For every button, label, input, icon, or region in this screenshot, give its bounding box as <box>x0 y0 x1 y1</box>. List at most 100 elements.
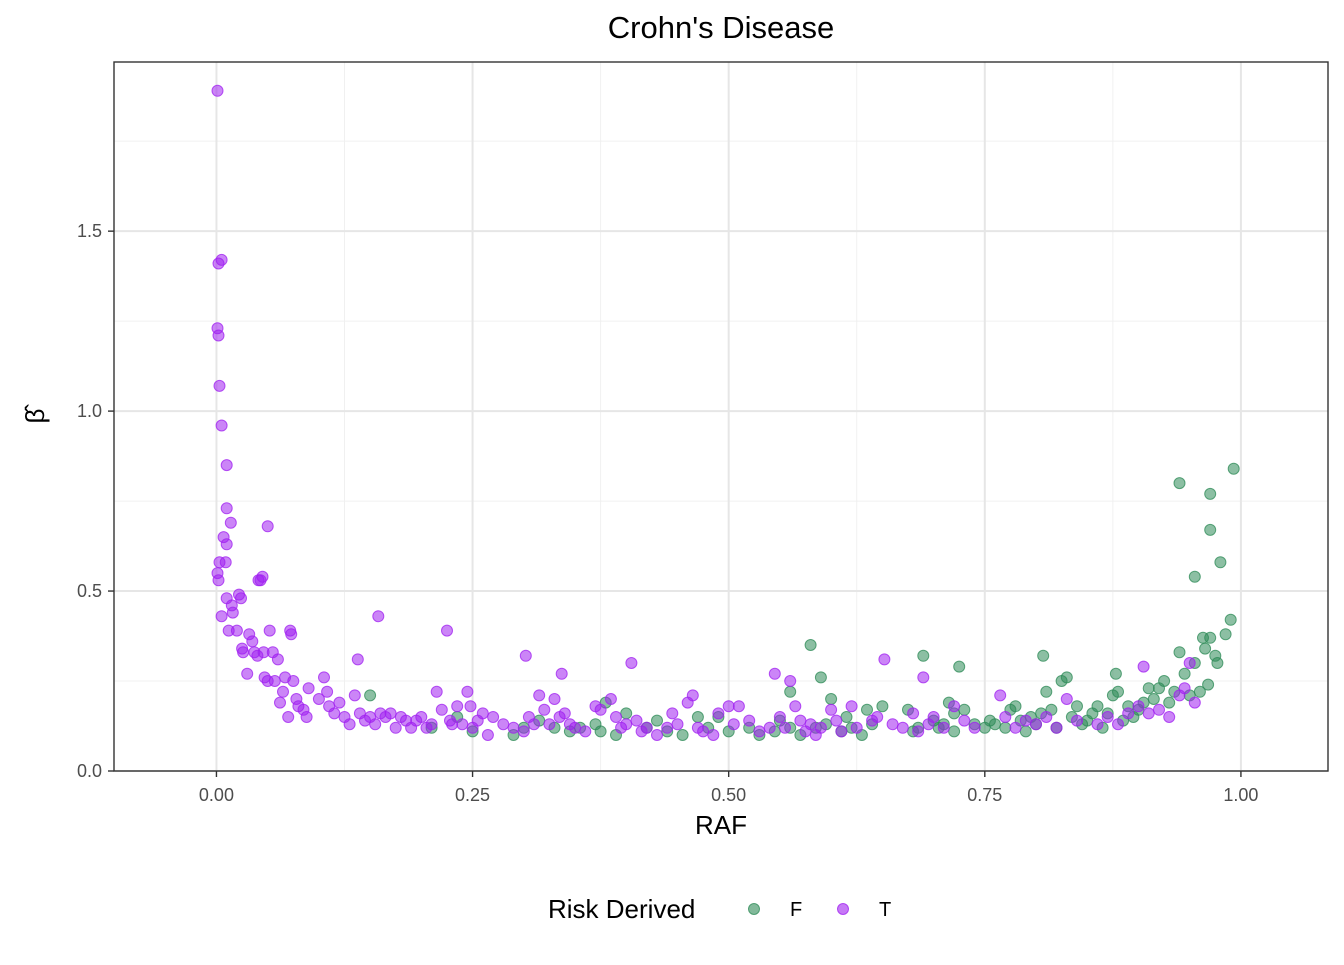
data-point-t <box>321 685 334 698</box>
data-point-f <box>1037 649 1050 662</box>
data-point-t <box>235 592 247 605</box>
data-point-t <box>213 556 226 569</box>
data-point-t <box>302 682 315 695</box>
data-point-f <box>814 671 827 684</box>
data-point-t <box>630 714 643 727</box>
data-point-t <box>224 516 237 529</box>
data-point-t <box>994 689 1007 702</box>
data-point-t <box>287 675 300 687</box>
data-point-t <box>456 718 469 731</box>
data-point-t <box>226 606 239 619</box>
data-point-f <box>1211 657 1224 669</box>
data-point-f <box>1214 556 1227 569</box>
data-point-t <box>907 707 920 720</box>
data-point-t <box>328 707 341 720</box>
y-tick-label: 1.0 <box>77 401 102 421</box>
legend-label-t: T <box>879 899 891 921</box>
data-point-t <box>268 675 281 687</box>
data-point-t <box>464 700 477 713</box>
data-point-t <box>543 718 556 731</box>
data-point-f <box>1193 685 1206 698</box>
data-point-t <box>697 725 710 738</box>
data-point-t <box>707 729 720 741</box>
plot-panel-background <box>114 62 1328 771</box>
data-point-t <box>620 718 633 731</box>
data-point-t <box>369 718 382 731</box>
data-point-t <box>804 718 817 731</box>
data-point-t <box>937 721 950 734</box>
data-point-t <box>241 667 254 680</box>
data-point-t <box>372 610 385 623</box>
data-point-t <box>507 721 520 734</box>
data-point-f <box>651 714 663 727</box>
data-point-t <box>948 700 961 713</box>
data-point-t <box>212 574 225 587</box>
data-point-t <box>789 700 802 713</box>
data-point-t <box>722 700 735 713</box>
data-point-f <box>620 707 633 720</box>
data-point-f <box>958 703 971 716</box>
data-point-t <box>430 685 443 698</box>
y-axis-title: β̂ <box>20 404 50 424</box>
data-point-t <box>538 703 551 716</box>
data-point-f <box>825 693 838 705</box>
data-point-t <box>1019 714 1032 727</box>
data-point-t <box>1112 718 1124 731</box>
data-point-t <box>274 696 286 709</box>
data-point-f <box>1040 685 1053 698</box>
data-point-t <box>886 718 899 731</box>
data-point-t <box>271 653 284 666</box>
data-point-t <box>1009 721 1022 734</box>
y-tick-label: 1.5 <box>77 221 102 241</box>
data-point-t <box>476 707 489 720</box>
data-point-f <box>948 725 961 738</box>
data-point-f <box>840 711 853 723</box>
y-tick-label: 0.0 <box>77 761 102 781</box>
data-point-t <box>671 718 684 731</box>
data-point-t <box>555 667 568 680</box>
data-point-t <box>1040 711 1053 723</box>
data-point-t <box>743 714 756 727</box>
data-point-t <box>917 671 930 684</box>
data-point-t <box>300 711 313 723</box>
data-point-t <box>625 657 638 669</box>
data-point-t <box>1183 657 1196 669</box>
data-point-t <box>558 707 571 720</box>
data-point-f <box>1009 700 1022 713</box>
legend-key-f <box>748 903 760 915</box>
data-point-f <box>1142 682 1155 695</box>
data-point-t <box>640 721 653 734</box>
legend-key-t <box>837 903 849 915</box>
data-point-t <box>569 721 581 734</box>
data-point-t <box>999 711 1012 723</box>
x-tick-label: 1.00 <box>1223 785 1258 805</box>
data-point-f <box>1158 675 1171 687</box>
data-point-t <box>425 718 438 731</box>
data-point-t <box>384 707 397 720</box>
x-tick-label: 0.25 <box>455 785 490 805</box>
data-point-t <box>1101 711 1114 723</box>
data-point-t <box>277 685 289 698</box>
legend-title: Risk Derived <box>548 894 695 924</box>
data-point-t <box>1178 682 1191 695</box>
x-tick-label: 0.50 <box>711 785 746 805</box>
data-point-t <box>1142 707 1155 720</box>
data-point-t <box>768 667 781 680</box>
data-point-t <box>451 700 464 713</box>
data-point-f <box>1188 570 1201 583</box>
data-point-t <box>333 696 346 709</box>
data-point-f <box>1112 685 1124 698</box>
data-point-t <box>246 635 259 648</box>
data-point-f <box>1173 646 1186 659</box>
data-point-t <box>256 570 269 583</box>
data-point-t <box>763 721 776 734</box>
data-point-t <box>686 689 699 702</box>
data-point-t <box>261 520 274 533</box>
data-point-t <box>579 725 592 738</box>
data-point-f <box>1199 642 1212 655</box>
data-point-t <box>1188 696 1201 709</box>
data-point-t <box>435 703 448 716</box>
data-point-t <box>927 711 940 723</box>
data-point-f <box>1227 462 1240 475</box>
data-point-f <box>1173 477 1186 490</box>
